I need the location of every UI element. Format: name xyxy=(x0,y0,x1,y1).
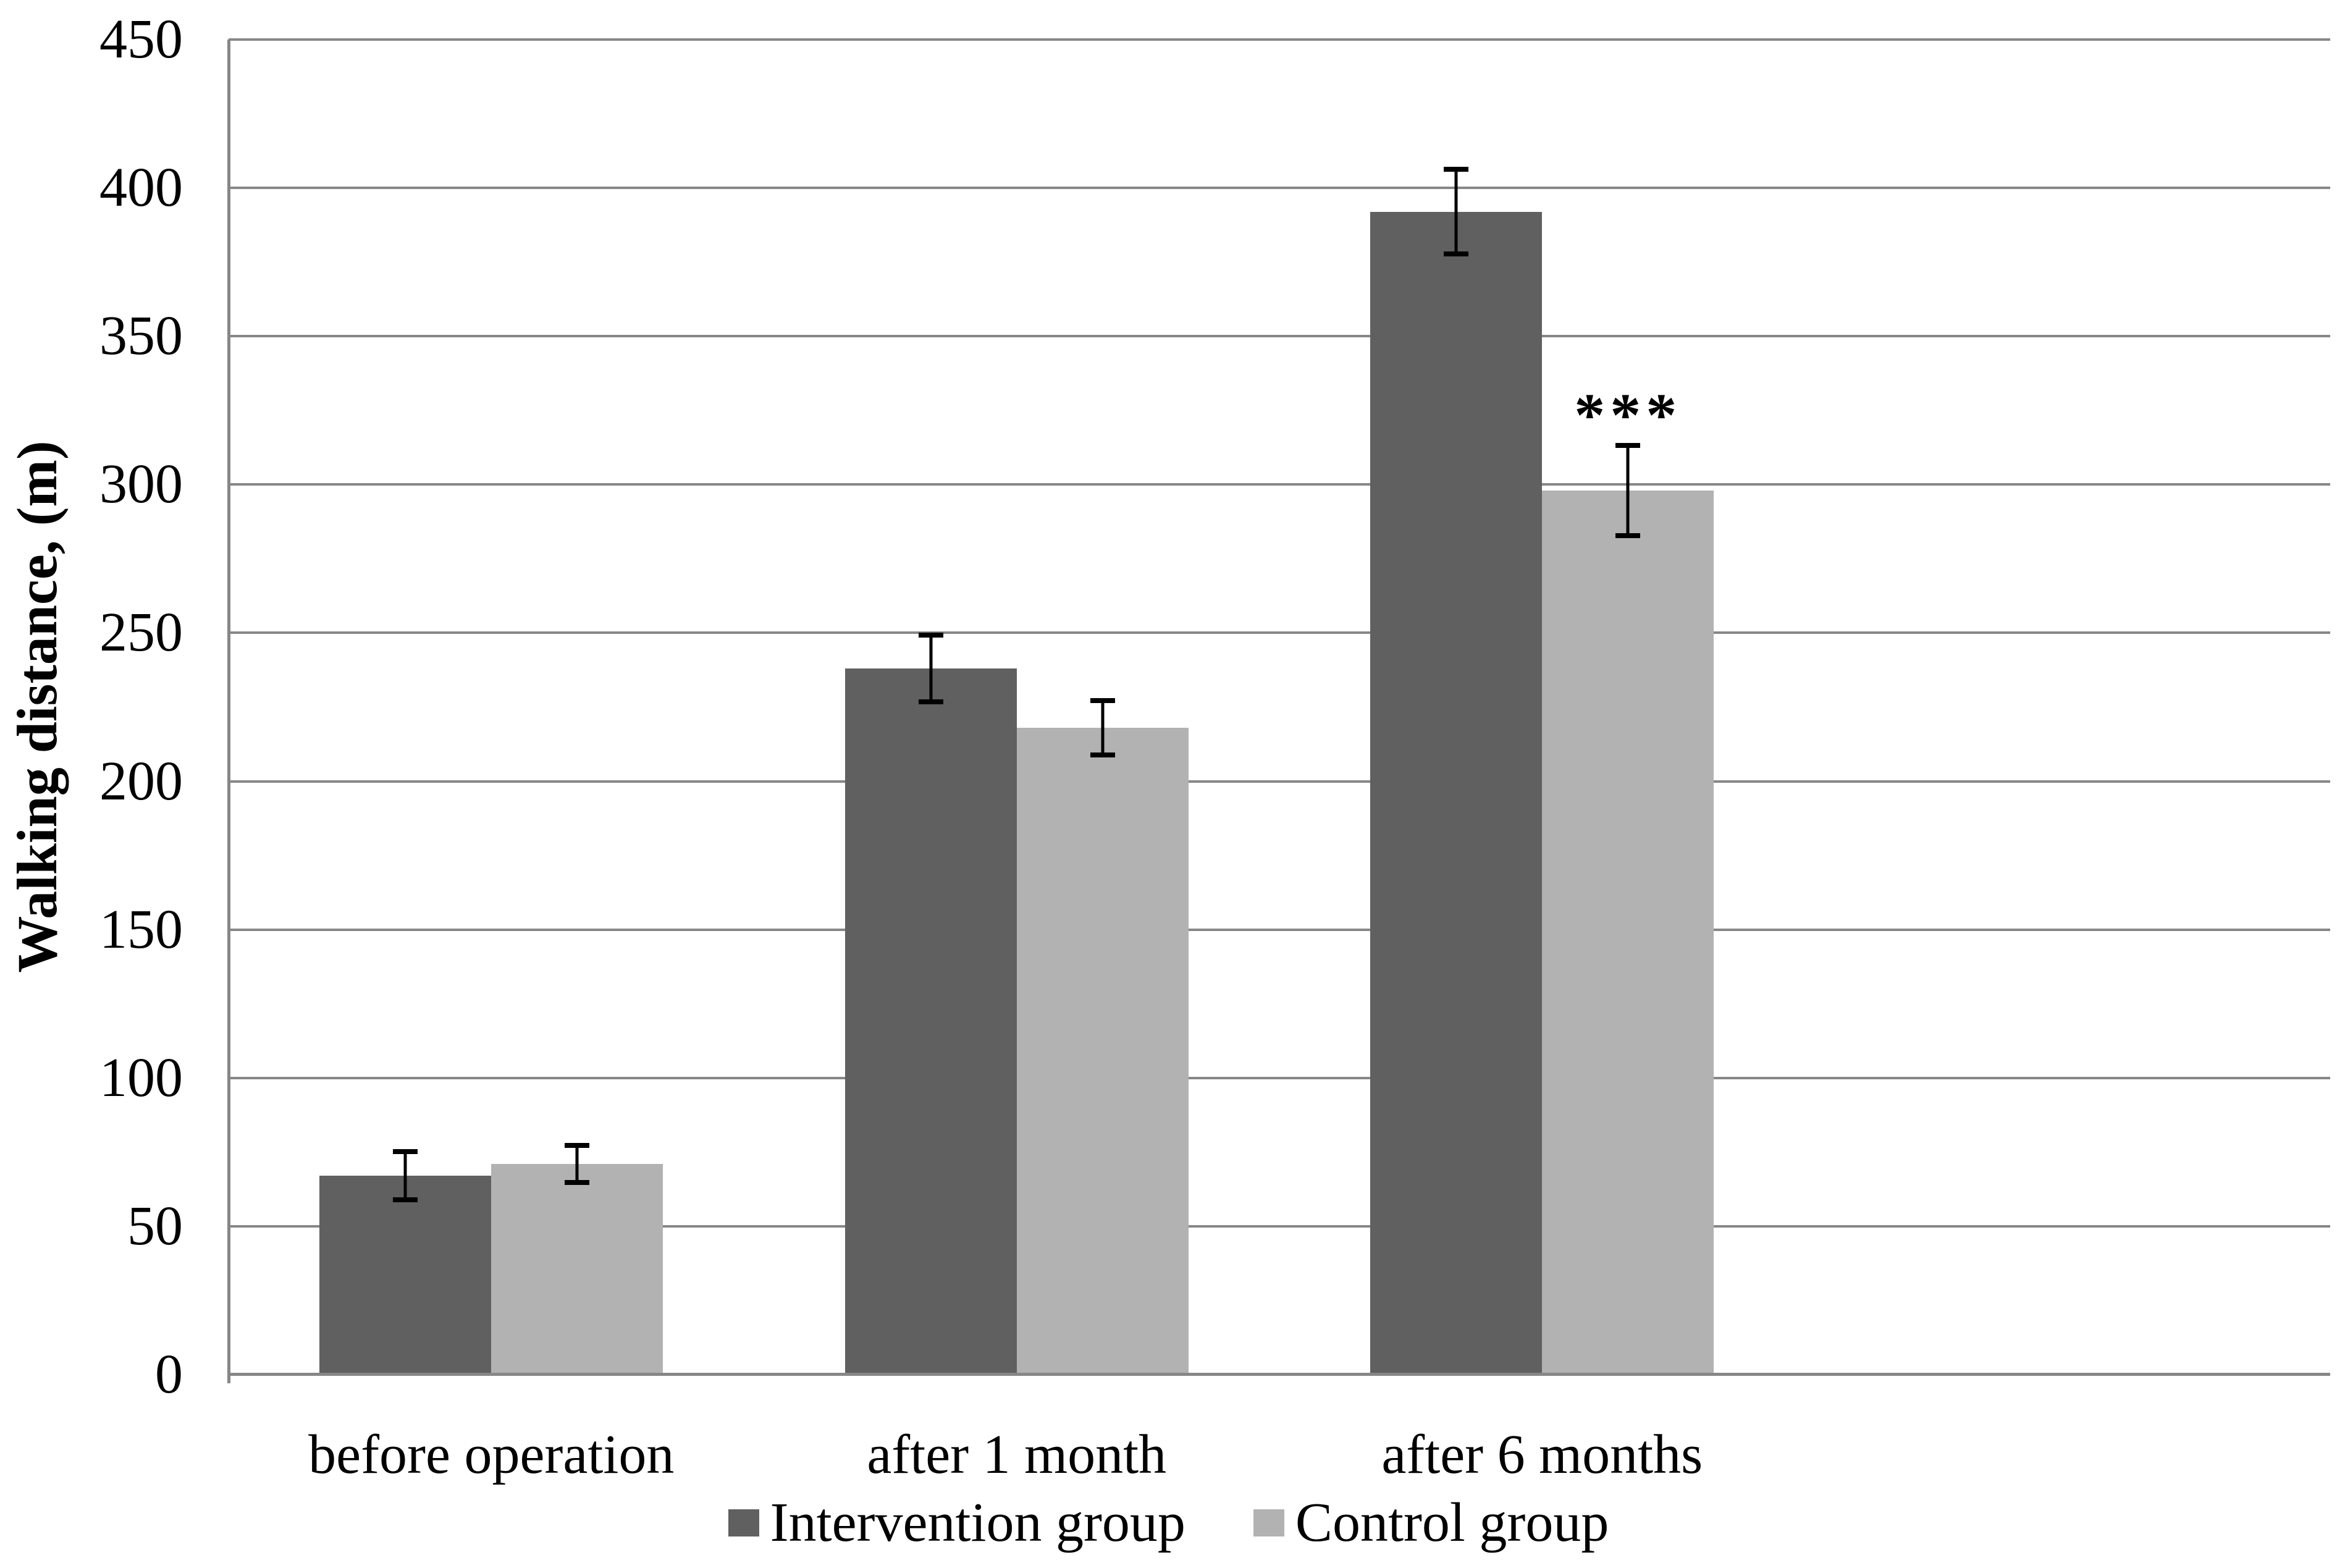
y-tick-label-300: 300 xyxy=(99,453,183,515)
gridline-100 xyxy=(229,1076,2330,1079)
bar-control-group-2 xyxy=(1016,728,1189,1375)
y-tick-label-250: 250 xyxy=(99,602,183,664)
y-axis-line xyxy=(227,40,230,1383)
gridline-350 xyxy=(229,335,2330,338)
gridline-400 xyxy=(229,187,2330,190)
y-tick-label-50: 50 xyxy=(127,1195,183,1257)
legend-label: Intervention group xyxy=(770,1492,1185,1553)
error-bar-cap-top xyxy=(565,1143,590,1149)
error-bar-cap-top xyxy=(1615,443,1641,449)
gridline-150 xyxy=(229,928,2330,931)
error-bar-cap-top xyxy=(393,1149,418,1155)
error-bar-cap-top xyxy=(918,633,943,638)
error-bar-line xyxy=(929,633,933,704)
error-bar-line xyxy=(403,1149,407,1203)
error-bar-line xyxy=(1626,443,1630,538)
legend-item-intervention-group: Intervention group xyxy=(728,1490,1185,1556)
x-category-label-3: after 6 months xyxy=(1381,1424,1703,1485)
error-bar xyxy=(918,633,943,704)
x-axis-baseline xyxy=(229,1373,2330,1376)
y-tick-label-0: 0 xyxy=(155,1344,183,1405)
legend-label: Control group xyxy=(1295,1492,1609,1553)
error-bar-line xyxy=(575,1143,579,1185)
legend-swatch xyxy=(1253,1509,1284,1536)
legend-swatch xyxy=(728,1509,759,1536)
error-bar-cap-bottom xyxy=(918,699,943,704)
error-bar-cap-bottom xyxy=(565,1179,590,1185)
gridline-300 xyxy=(229,483,2330,486)
y-tick-label-100: 100 xyxy=(99,1047,183,1108)
error-bar xyxy=(565,1143,590,1185)
gridline-450 xyxy=(229,38,2330,41)
gridline-200 xyxy=(229,780,2330,783)
error-bar-line xyxy=(1454,167,1458,256)
bar-control-group-1 xyxy=(491,1164,663,1375)
x-category-label-1: before operation xyxy=(308,1424,675,1485)
bar-intervention-group-1 xyxy=(319,1176,492,1375)
bar-intervention-group-2 xyxy=(844,668,1017,1375)
bar-intervention-group-3 xyxy=(1370,211,1543,1375)
error-bar xyxy=(1444,167,1469,256)
gridline-50 xyxy=(229,1224,2330,1228)
y-tick-label-400: 400 xyxy=(99,157,183,219)
y-tick-label-150: 150 xyxy=(99,898,183,960)
error-bar-cap-bottom xyxy=(1444,251,1469,256)
legend-item-control-group: Control group xyxy=(1253,1490,1609,1556)
error-bar-cap-top xyxy=(1444,167,1469,172)
y-tick-label-200: 200 xyxy=(99,750,183,812)
error-bar-cap-bottom xyxy=(1090,752,1115,758)
error-bar-cap-bottom xyxy=(393,1197,418,1203)
error-bar-line xyxy=(1101,698,1105,758)
y-tick-label-450: 450 xyxy=(99,9,183,70)
error-bar-cap-bottom xyxy=(1615,533,1641,538)
error-bar xyxy=(393,1149,418,1203)
bar-control-group-3 xyxy=(1542,490,1714,1375)
error-bar-cap-top xyxy=(1090,698,1115,704)
x-category-label-2: after 1 month xyxy=(867,1424,1167,1485)
gridline-250 xyxy=(229,631,2330,634)
y-tick-label-350: 350 xyxy=(99,305,183,367)
legend: Intervention group Control group xyxy=(0,1490,2337,1556)
plot-area: *** xyxy=(227,38,2330,1383)
error-bar xyxy=(1615,443,1641,538)
error-bar xyxy=(1090,698,1115,758)
significance-annotation: *** xyxy=(1574,381,1682,450)
